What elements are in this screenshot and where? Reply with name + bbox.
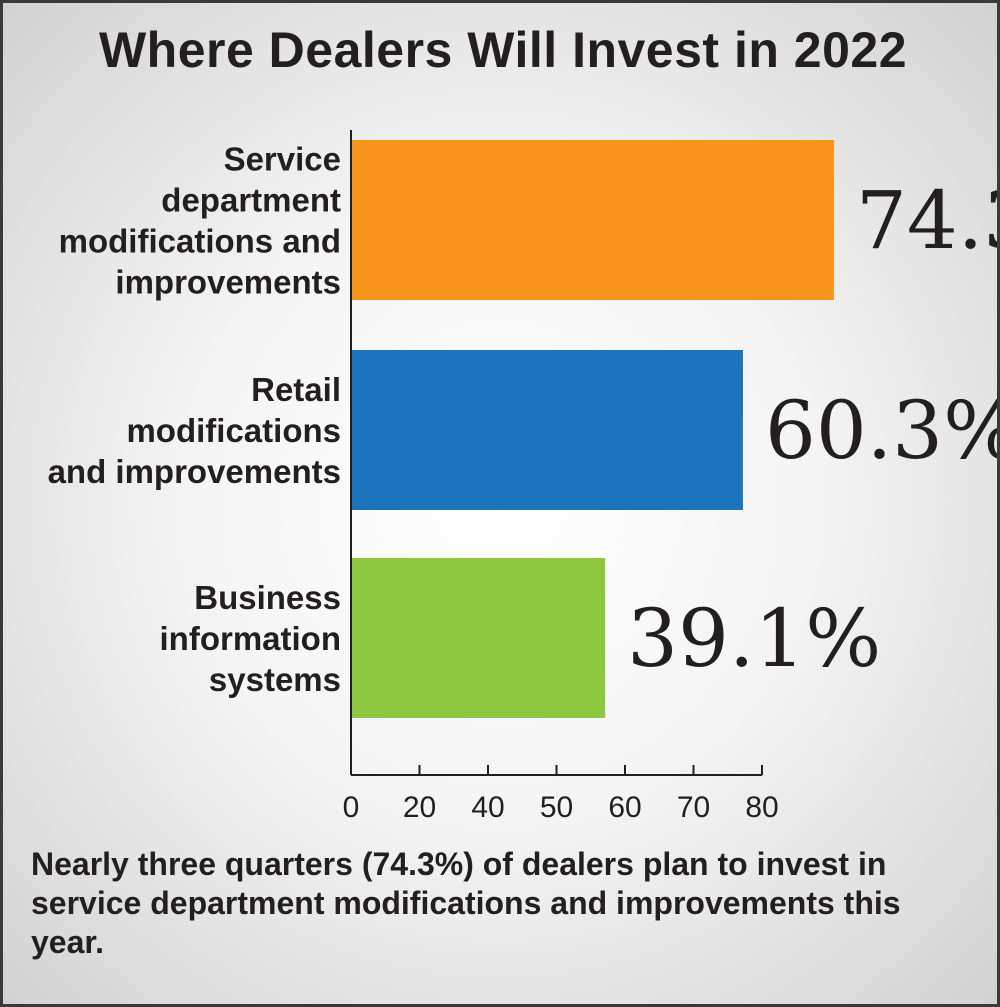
x-tick-label-0: 0 — [343, 791, 360, 824]
value-label-1: 60.3% — [765, 384, 997, 477]
x-tick-label-4: 60 — [608, 791, 641, 824]
chart-title: Where Dealers Will Invest in 2022 — [98, 22, 908, 78]
chart-caption: Nearly three quarters (74.3%) of dealers… — [31, 846, 901, 960]
category-label-0: Service department modifications and improv… — [59, 141, 341, 301]
value-labels-group: 74.3% 60.3% 39.1% — [627, 174, 997, 685]
x-tick-label-2: 40 — [471, 791, 504, 824]
x-tick-label-1: 20 — [403, 791, 436, 824]
x-tick-label-5: 70 — [677, 791, 710, 824]
bar-1 — [351, 350, 743, 510]
bar-chart: Service department modifications and improv… — [48, 130, 997, 824]
value-label-2: 39.1% — [627, 592, 881, 685]
bar-0 — [351, 140, 834, 300]
category-labels-group: Service department modifications and improv… — [48, 141, 341, 699]
value-label-0: 74.3% — [856, 174, 997, 267]
x-tick-label-6: 80 — [745, 791, 778, 824]
x-ticks-group: 0 20 40 50 60 70 80 — [343, 765, 779, 824]
x-tick-label-3: 50 — [540, 791, 573, 824]
bars-group — [351, 140, 834, 718]
bar-2 — [351, 558, 606, 718]
category-label-1: Retail modifications and improvements — [48, 371, 341, 490]
category-label-2: Business information systems — [160, 579, 341, 698]
